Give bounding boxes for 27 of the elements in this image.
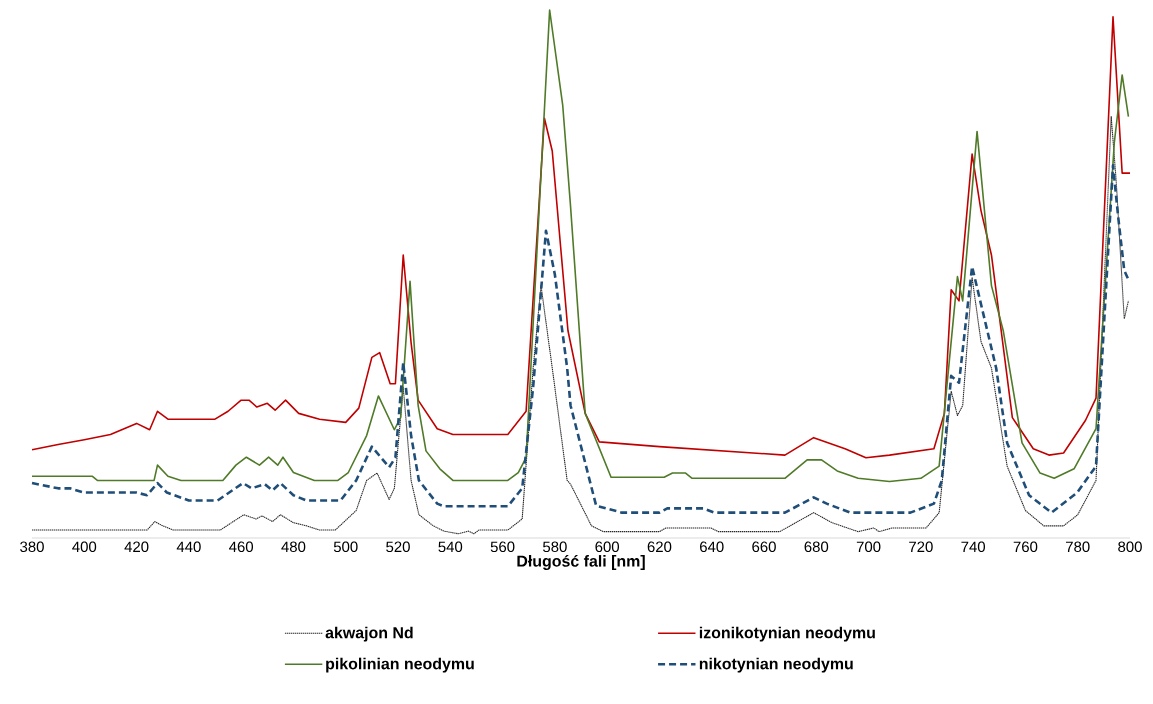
x-tick-label: 440 [176,541,201,553]
x-tick-label: 620 [647,541,672,553]
x-tick-label: 680 [804,541,829,553]
x-tick-label: 780 [1066,541,1090,553]
legend-label: nikotynian neodymu [699,657,853,673]
x-axis-title: Długość fali [nm] [517,554,645,570]
x-tick-label: 640 [700,541,724,553]
x-tick-label: 480 [281,541,306,553]
x-tick-label: 380 [20,541,44,553]
x-tick-label: 540 [438,541,463,553]
x-tick-label: 700 [856,541,881,553]
x-tick-label: 400 [72,541,97,553]
x-tick-label: 740 [961,541,986,553]
x-tick-label: 560 [490,541,515,553]
legend-label: izonikotynian neodymu [699,626,875,642]
x-tick-label: 460 [229,541,254,553]
x-tick-label: 600 [595,541,620,553]
x-tick-label: 760 [1013,541,1038,553]
legend-label: pikolinian neodymu [326,657,474,673]
x-tick-label: 580 [542,541,567,553]
x-tick-label: 720 [909,541,933,553]
x-tick-label: 520 [386,541,410,553]
x-tick-label: 660 [752,541,776,553]
x-tick-label: 420 [124,541,149,553]
legend-label: akwajon Nd [325,626,413,642]
x-tick-label: 800 [1118,541,1142,553]
x-tick-label: 500 [333,541,358,553]
